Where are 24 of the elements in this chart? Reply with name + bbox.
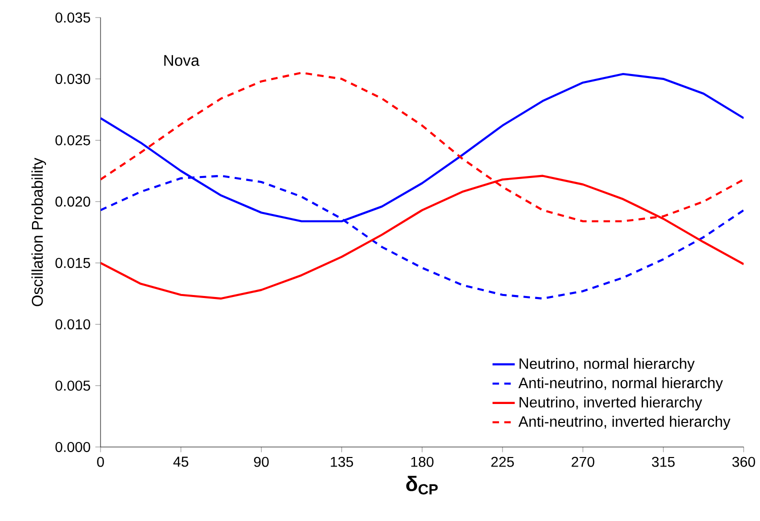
legend-label: Neutrino, inverted hierarchy (520, 396, 702, 410)
x-tick-label: 180 (411, 456, 434, 467)
x-tick-label: 360 (732, 456, 756, 467)
x-tick-label: 315 (652, 456, 675, 467)
legend-label: Anti-neutrino, normal hierarchy (518, 377, 723, 392)
x-tick-label: 135 (330, 456, 354, 467)
x-tick-label: 225 (491, 456, 514, 467)
y-tick-label: 0.005 (55, 380, 90, 391)
legend-label: Anti-neutrino, inverted hierarchy (518, 416, 730, 430)
y-axis-title: Oscillation Probability (31, 158, 46, 306)
x-tick-label: 270 (572, 456, 594, 467)
y-tick-label: 0.025 (55, 135, 90, 146)
y-tick-label: 0.010 (55, 319, 90, 330)
legend-label: Neutrino, normal hierarchy (520, 358, 695, 372)
y-tick-label: 0.000 (55, 442, 90, 452)
y-tick-label: 0.035 (55, 12, 90, 23)
y-tick-label: 0.020 (55, 196, 90, 207)
y-tick-label: 0.030 (55, 74, 90, 84)
x-tick-label: 90 (254, 456, 269, 467)
y-tick-label: 0.015 (55, 258, 90, 268)
x-tick-label: 45 (173, 456, 188, 467)
annotation: Nova (164, 54, 200, 66)
x-tick-label: 0 (97, 456, 104, 467)
x-axis-title: δ$_{CP}$ (406, 476, 438, 494)
